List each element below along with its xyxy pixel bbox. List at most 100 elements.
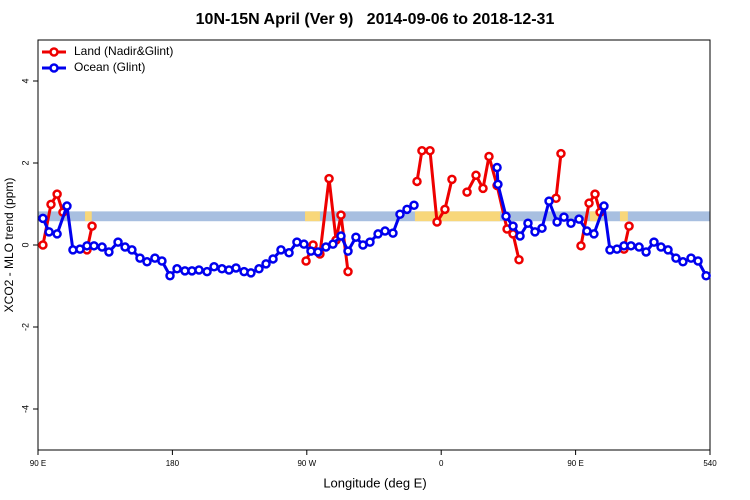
data-point [46, 199, 56, 210]
x-tick-label: 90 W [297, 459, 316, 468]
data-point [634, 242, 644, 252]
data-point [432, 217, 442, 227]
data-point [484, 151, 494, 162]
data-point [493, 179, 503, 190]
band-highlight [85, 211, 92, 222]
reference-band [38, 211, 710, 222]
data-point [246, 268, 256, 278]
x-axis-label: Longitude (deg E) [323, 475, 426, 490]
data-point [328, 239, 338, 249]
data-point [599, 201, 609, 211]
data-point [537, 223, 547, 233]
data-point [584, 198, 594, 208]
data-point [590, 189, 600, 199]
data-point [380, 226, 390, 236]
data-point [231, 263, 241, 273]
data-point [52, 189, 62, 199]
data-point [89, 241, 99, 251]
data-point [113, 237, 123, 247]
data-point [75, 244, 85, 254]
data-point [194, 265, 204, 275]
data-point [38, 213, 48, 224]
band-highlight [414, 211, 501, 222]
data-point [395, 209, 405, 219]
data-point [351, 232, 361, 242]
data-point [556, 148, 566, 159]
data-point [402, 204, 412, 215]
data-point [574, 214, 584, 224]
data-point [641, 247, 651, 257]
data-point [388, 228, 398, 238]
data-point [559, 212, 569, 222]
data-point [626, 241, 636, 251]
data-point [514, 255, 524, 265]
data-point [492, 162, 502, 173]
chart-title: 10N-15N April (Ver 9) 2014-09-06 to 2018… [196, 11, 555, 28]
data-point [701, 271, 711, 281]
legend-marker [49, 47, 59, 57]
data-point [52, 229, 62, 239]
y-tick-label: 4 [20, 78, 30, 83]
y-tick-label: -2 [20, 323, 30, 331]
data-point [678, 257, 688, 267]
data-point [261, 259, 271, 269]
band-highlight [589, 211, 601, 222]
data-point [447, 174, 457, 185]
data-point [515, 231, 525, 241]
data-point [589, 229, 599, 239]
data-point [671, 253, 681, 263]
data-point [313, 247, 323, 257]
data-point [157, 256, 167, 266]
y-tick-label: 2 [20, 160, 30, 165]
data-point [97, 242, 107, 252]
data-point [301, 256, 311, 266]
y-tick-label: 0 [20, 242, 30, 247]
data-point [508, 221, 518, 231]
legend-label: Land (Nadir&Glint) [74, 44, 173, 58]
data-point [209, 261, 219, 272]
data-point [693, 256, 703, 266]
data-point [663, 245, 673, 255]
data-point [44, 227, 54, 237]
data-point [127, 245, 137, 255]
x-tick-label: 540 [703, 459, 717, 468]
data-point [276, 245, 286, 255]
data-point [38, 240, 48, 250]
data-point [566, 218, 576, 229]
data-point [268, 254, 278, 264]
data-point [365, 237, 375, 247]
data-point [471, 170, 481, 181]
data-point [425, 145, 435, 156]
data-point [172, 264, 182, 274]
data-point [336, 210, 346, 220]
legend-marker [49, 63, 59, 73]
data-point [440, 204, 450, 215]
band-highlight [619, 211, 628, 222]
data-point [336, 231, 346, 241]
data-point [104, 247, 114, 257]
data-point [478, 183, 488, 194]
data-point [284, 248, 294, 258]
data-point [624, 221, 634, 231]
data-point [530, 227, 540, 237]
data-point [135, 253, 145, 263]
data-point [87, 221, 97, 231]
data-point [612, 244, 622, 254]
x-tick-label: 180 [166, 459, 180, 468]
data-point [343, 246, 353, 256]
data-point [324, 173, 334, 184]
data-point [409, 200, 419, 210]
data-point [62, 201, 72, 211]
band-highlight [305, 211, 320, 222]
data-point [254, 264, 264, 274]
x-tick-label: 90 E [567, 459, 583, 468]
data-point [299, 239, 309, 249]
data-point [462, 187, 472, 197]
data-point [576, 241, 586, 251]
data-point [412, 176, 422, 187]
x-tick-label: 0 [439, 459, 444, 468]
data-point [501, 211, 511, 222]
data-point [142, 257, 152, 267]
y-axis-label: XCO2 - MLO trend (ppm) [2, 178, 16, 313]
